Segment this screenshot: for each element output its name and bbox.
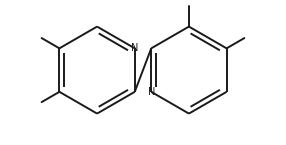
Text: N: N: [131, 43, 138, 53]
Text: N: N: [148, 87, 155, 97]
